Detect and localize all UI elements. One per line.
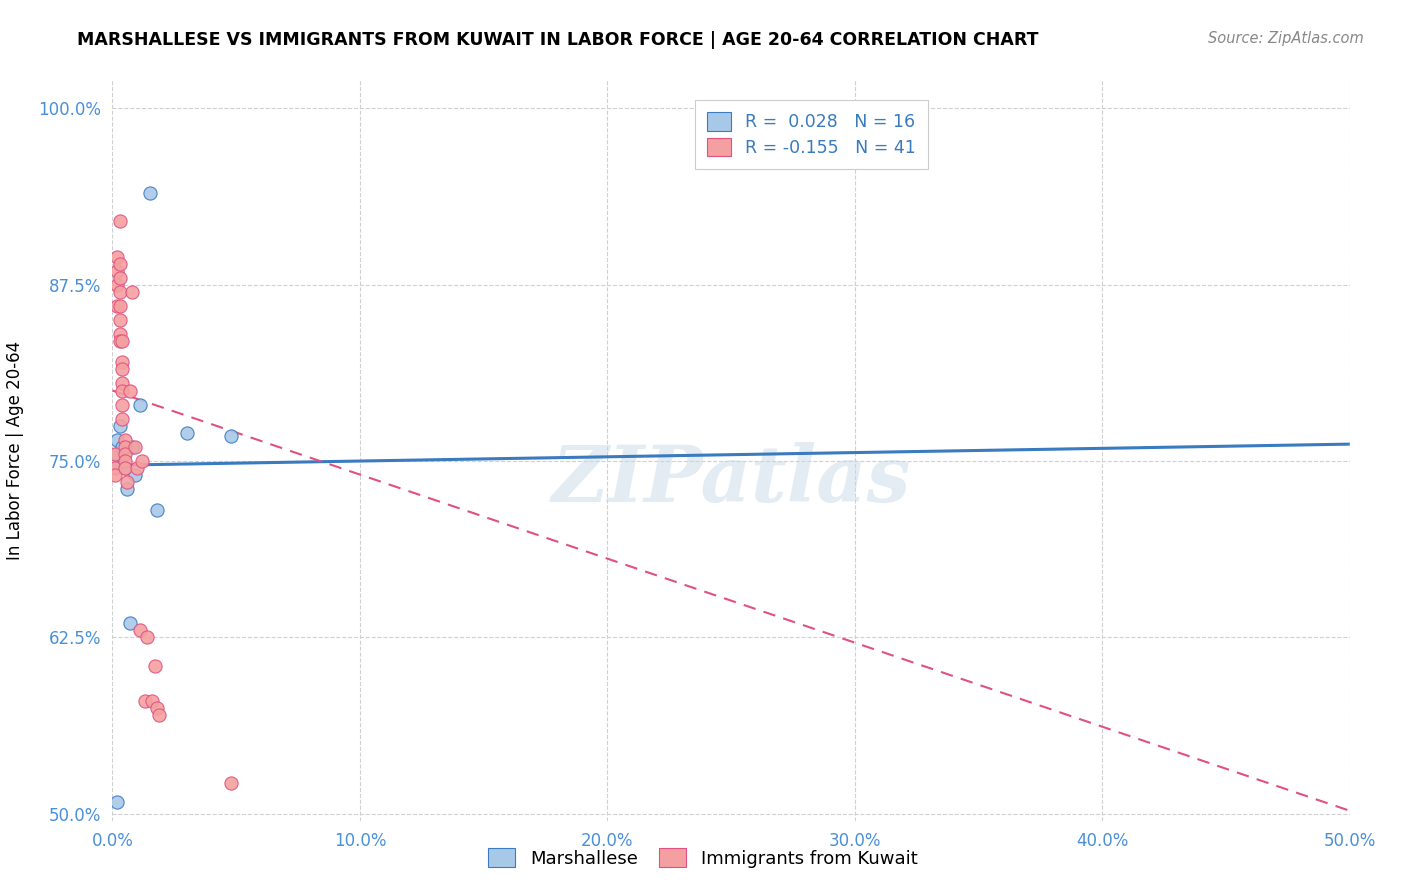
- Point: [104, 457, 127, 471]
- Point: [114, 433, 136, 447]
- Point: [108, 214, 131, 228]
- Point: [121, 285, 143, 299]
- Point: [219, 428, 242, 442]
- Text: Source: ZipAtlas.com: Source: ZipAtlas.com: [1208, 31, 1364, 46]
- Point: [138, 186, 160, 200]
- Point: [107, 263, 129, 277]
- Point: [107, 250, 129, 264]
- Y-axis label: In Labor Force | Age 20-64: In Labor Force | Age 20-64: [7, 341, 24, 560]
- Point: [107, 433, 129, 447]
- Point: [111, 355, 134, 369]
- Point: [124, 468, 146, 483]
- Point: [176, 425, 198, 440]
- Point: [219, 775, 242, 789]
- Point: [118, 384, 141, 398]
- Point: [111, 334, 134, 348]
- Point: [117, 482, 139, 496]
- Point: [108, 313, 131, 327]
- Point: [131, 454, 153, 468]
- Point: [111, 376, 134, 391]
- Point: [108, 327, 131, 342]
- Point: [104, 447, 127, 461]
- Point: [107, 795, 129, 809]
- Point: [108, 334, 131, 348]
- Point: [127, 461, 149, 475]
- Point: [108, 270, 131, 285]
- Legend: Marshallese, Immigrants from Kuwait: Marshallese, Immigrants from Kuwait: [478, 837, 928, 879]
- Point: [141, 694, 163, 708]
- Point: [136, 630, 159, 644]
- Point: [146, 701, 169, 715]
- Point: [111, 411, 134, 425]
- Point: [107, 447, 129, 461]
- Point: [114, 440, 136, 454]
- Point: [111, 440, 134, 454]
- Point: [143, 658, 166, 673]
- Point: [111, 398, 134, 412]
- Point: [108, 299, 131, 313]
- Point: [146, 503, 169, 517]
- Point: [111, 384, 134, 398]
- Point: [111, 362, 134, 376]
- Legend: R =  0.028   N = 16, R = -0.155   N = 41: R = 0.028 N = 16, R = -0.155 N = 41: [695, 100, 928, 169]
- Point: [108, 418, 131, 433]
- Point: [114, 454, 136, 468]
- Point: [148, 707, 170, 722]
- Point: [114, 461, 136, 475]
- Point: [124, 440, 146, 454]
- Point: [134, 694, 156, 708]
- Point: [104, 468, 127, 483]
- Point: [114, 461, 136, 475]
- Point: [107, 299, 129, 313]
- Point: [118, 616, 141, 631]
- Point: [117, 475, 139, 490]
- Text: ZIPatlas: ZIPatlas: [551, 442, 911, 518]
- Point: [128, 398, 150, 412]
- Point: [108, 285, 131, 299]
- Point: [104, 461, 127, 475]
- Point: [128, 624, 150, 638]
- Text: MARSHALLESE VS IMMIGRANTS FROM KUWAIT IN LABOR FORCE | AGE 20-64 CORRELATION CHA: MARSHALLESE VS IMMIGRANTS FROM KUWAIT IN…: [77, 31, 1039, 49]
- Point: [107, 277, 129, 292]
- Point: [108, 257, 131, 271]
- Point: [121, 440, 143, 454]
- Point: [114, 447, 136, 461]
